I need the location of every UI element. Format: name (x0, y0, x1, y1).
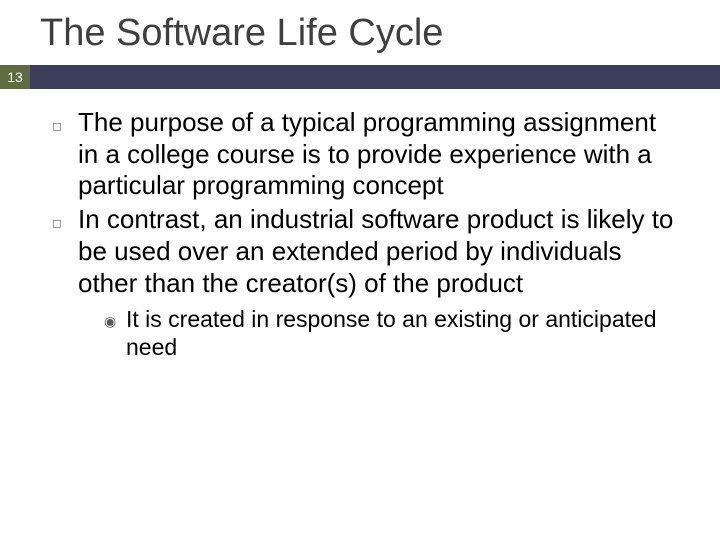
header-band: 13 (0, 65, 720, 89)
slide: The Software Life Cycle 13 ◻ The purpose… (0, 0, 720, 540)
content-area: ◻ The purpose of a typical programming a… (0, 89, 720, 361)
bullet-item: ◻ The purpose of a typical programming a… (52, 107, 680, 202)
slide-title: The Software Life Cycle (0, 0, 720, 65)
page-number-box: 13 (0, 65, 30, 89)
square-bullet-icon: ◻ (52, 204, 78, 240)
square-bullet-icon: ◻ (52, 107, 78, 143)
sub-bullet-text: It is created in response to an existing… (126, 305, 680, 361)
bullet-text: The purpose of a typical programming ass… (78, 107, 680, 202)
header-band-fill (30, 65, 720, 89)
sub-bullet-item: ◉ It is created in response to an existi… (52, 305, 680, 361)
bullet-text: In contrast, an industrial software prod… (78, 204, 680, 299)
bullet-item: ◻ In contrast, an industrial software pr… (52, 204, 680, 299)
dot-bullet-icon: ◉ (104, 305, 126, 335)
